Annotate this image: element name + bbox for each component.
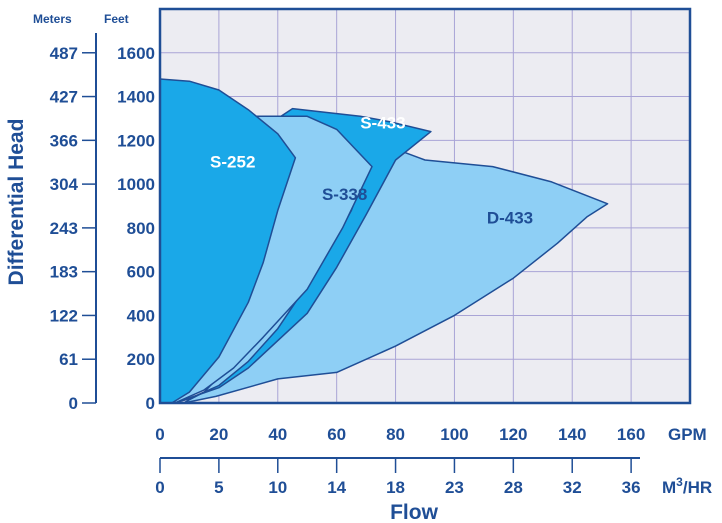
x2-tick-label: 18: [386, 478, 405, 497]
x-axis-ticks: 0 20 40 60 80 100 120 140 160: [155, 425, 645, 444]
pump-regions: [159, 78, 609, 404]
x-tick-label: 80: [386, 425, 405, 444]
x2-tick-label: 23: [445, 478, 464, 497]
x2-tick-label: 0: [155, 478, 164, 497]
x-tick-label: 140: [558, 425, 586, 444]
y2-tick-label: 487: [50, 44, 78, 63]
y2-tick-label: 366: [50, 131, 78, 150]
y-tick-label: 1400: [117, 88, 155, 107]
x-axis-title: Flow: [390, 501, 438, 523]
y-tick-label: 600: [127, 263, 155, 282]
y2-tick-label: 243: [50, 219, 78, 238]
y-tick-label: 200: [127, 350, 155, 369]
x2-unit-label: M3/HR: [662, 475, 712, 497]
y2-tick-label: 0: [69, 394, 78, 413]
y2-tick-label: 122: [50, 306, 78, 325]
y-tick-label: 0: [146, 394, 155, 413]
region-label-s-252: S-252: [210, 152, 255, 171]
y-tick-label: 400: [127, 306, 155, 325]
region-s-252: [159, 78, 297, 404]
x2-axis-ticks: 0 5 10 14 18 23 28 32 36: [155, 458, 641, 497]
region-label-d-433: D-433: [487, 209, 533, 228]
y2-tick-label: 427: [50, 88, 78, 107]
x2-tick-label: 36: [622, 478, 641, 497]
y-axis-title: Differential Head: [5, 119, 28, 286]
x-tick-label: 120: [499, 425, 527, 444]
y-tick-label: 1600: [117, 44, 155, 63]
region-label-s-433: S-433: [360, 113, 405, 132]
x-tick-label: 0: [155, 425, 164, 444]
y2-tick-label: 61: [59, 350, 78, 369]
y2-tick-label: 183: [50, 263, 78, 282]
y2-unit-label: Meters: [33, 12, 72, 26]
y-tick-label: 800: [127, 219, 155, 238]
region-labels: D-433 S-433 S-338 S-252: [210, 113, 533, 227]
x2-tick-label: 10: [268, 478, 287, 497]
x-tick-label: 100: [440, 425, 468, 444]
y-tick-label: 1200: [117, 131, 155, 150]
x-tick-label: 60: [327, 425, 346, 444]
y2-tick-label: 304: [50, 175, 79, 194]
x-tick-label: 20: [209, 425, 228, 444]
plot-frame: [158, 7, 692, 405]
x2-tick-label: 5: [214, 478, 223, 497]
x2-tick-label: 14: [327, 478, 346, 497]
y-unit-label: Feet: [104, 12, 129, 26]
y-axis-ticks: 0 200 400 600 800 1000 1200 1400 1600 0 61 122 183 24…: [50, 44, 155, 413]
x-tick-label: 160: [617, 425, 645, 444]
x-unit-label: GPM: [668, 425, 707, 444]
x2-tick-label: 28: [504, 478, 523, 497]
region-label-s-338: S-338: [322, 185, 367, 204]
y-tick-label: 1000: [117, 175, 155, 194]
x2-tick-label: 32: [563, 478, 582, 497]
x-tick-label: 40: [268, 425, 287, 444]
